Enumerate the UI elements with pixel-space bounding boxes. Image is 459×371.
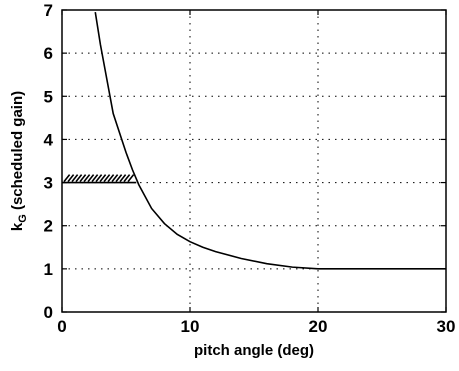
y-tick-label: 6	[44, 44, 53, 63]
limit-hatch-mark	[119, 174, 127, 183]
x-tick-label: 10	[181, 317, 200, 336]
y-tick-label: 3	[44, 174, 53, 193]
y-tick-label: 5	[44, 87, 53, 106]
y-axis-label-main: k	[9, 222, 26, 231]
gain-curve	[94, 12, 446, 270]
grid-lines	[62, 10, 446, 312]
limit-hatch-mark	[75, 174, 83, 183]
limit-hatch-mark	[111, 174, 119, 183]
x-tick-label: 20	[309, 317, 328, 336]
limit-hatch-mark	[87, 174, 95, 183]
gain-curve-series	[94, 12, 446, 270]
limit-hatch-mark	[95, 174, 103, 183]
y-axis-label-rest: (scheduled gain)	[9, 91, 26, 214]
limit-hatch-mark	[127, 174, 135, 183]
limit-hatch-mark	[107, 174, 115, 183]
limit-hatch-mark	[83, 174, 91, 183]
plot-frame	[61, 9, 447, 313]
y-tick-label: 7	[44, 1, 53, 20]
saturation-limit	[62, 174, 137, 184]
y-tick-labels: 0 1 2 3 4 5 6 7	[44, 1, 54, 322]
limit-hatch-mark	[123, 174, 131, 183]
x-tick-label: 30	[437, 317, 456, 336]
y-axis-label: kG (scheduled gain)	[9, 91, 29, 231]
y-tick-label: 2	[44, 217, 53, 236]
axis-ticks	[61, 9, 447, 313]
y-tick-label: 1	[44, 260, 53, 279]
limit-hatch-mark	[63, 174, 71, 183]
y-tick-label: 0	[44, 303, 53, 322]
limit-hatch-mark	[79, 174, 87, 183]
y-axis-label-subscript: G	[17, 214, 29, 223]
x-tick-label: 0	[57, 317, 66, 336]
limit-hatch-mark	[91, 174, 99, 183]
x-axis-label: pitch angle (deg)	[194, 342, 314, 359]
limit-hatch-mark	[71, 174, 79, 183]
y-tick-label: 4	[44, 130, 54, 149]
limit-hatch-mark	[103, 174, 111, 183]
limit-hatch-mark	[99, 174, 107, 183]
limit-hatch-mark	[67, 174, 75, 183]
limit-hatch-mark	[115, 174, 123, 183]
x-tick-labels: 0 10 20 30	[57, 317, 455, 336]
